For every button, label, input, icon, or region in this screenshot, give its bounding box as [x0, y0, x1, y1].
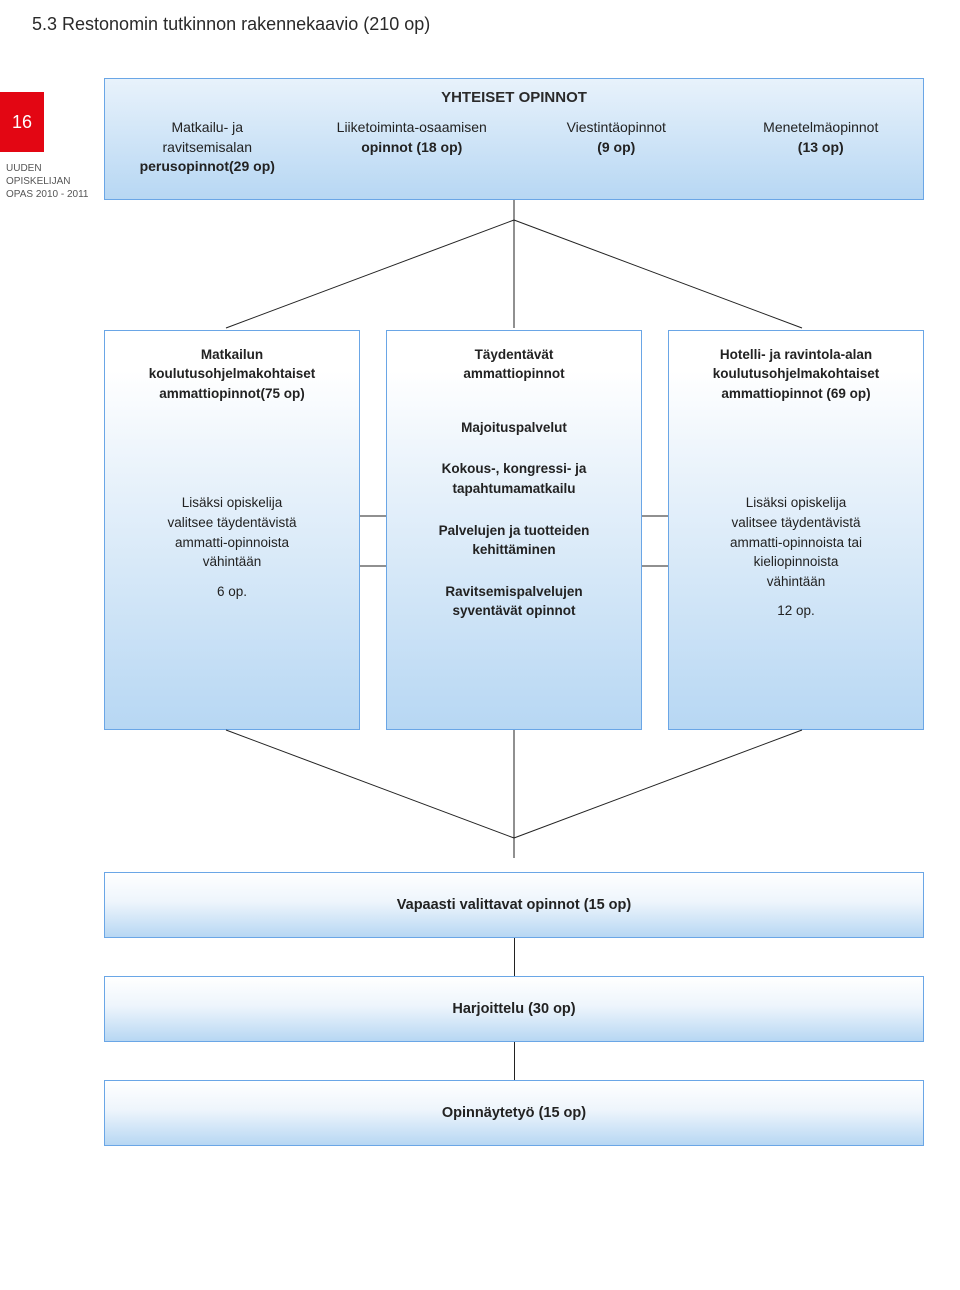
page-number-badge: 16	[0, 92, 44, 152]
sidebar-caption: UUDEN OPISKELIJAN OPAS 2010 - 2011	[6, 162, 88, 201]
text: tapahtumamatkailu	[399, 479, 629, 499]
text: Menetelmäopinnot	[727, 118, 916, 138]
text: Lisäksi opiskelija	[117, 493, 347, 513]
text: opinnot (18 op)	[318, 138, 507, 158]
text: valitsee täydentävistä	[681, 513, 911, 533]
top-heading: YHTEISET OPINNOT	[105, 89, 923, 106]
text: ammattiopinnot	[399, 364, 629, 384]
top-col-3: Viestintäopinnot (9 op)	[514, 118, 719, 177]
mid-box-left: Matkailun koulutusohjelmakohtaiset ammat…	[104, 330, 360, 730]
text: Liiketoiminta-osaamisen	[318, 118, 507, 138]
connector-line	[514, 938, 515, 976]
top-col-2: Liiketoiminta-osaamisen opinnot (18 op)	[310, 118, 515, 177]
text: 12 op.	[681, 601, 911, 621]
top-col-1: Matkailu- ja ravitsemisalan perusopinnot…	[105, 118, 310, 177]
page-title: 5.3 Restonomin tutkinnon rakennekaavio (…	[32, 14, 430, 35]
text: (13 op)	[727, 138, 916, 158]
text: kehittäminen	[399, 540, 629, 560]
top-block: YHTEISET OPINNOT Matkailu- ja ravitsemis…	[104, 78, 924, 200]
sidebar-line: OPAS 2010 - 2011	[6, 188, 88, 201]
text: Kokous-, kongressi- ja	[399, 459, 629, 479]
text: syventävät opinnot	[399, 601, 629, 621]
text: Ravitsemispalvelujen	[399, 582, 629, 602]
text: Palvelujen ja tuotteiden	[399, 521, 629, 541]
diagram-container: YHTEISET OPINNOT Matkailu- ja ravitsemis…	[104, 78, 924, 1146]
text: koulutusohjelmakohtaiset	[117, 364, 347, 384]
text: Täydentävät	[399, 345, 629, 365]
text: 6 op.	[117, 582, 347, 602]
mid-row: Matkailun koulutusohjelmakohtaiset ammat…	[104, 330, 924, 730]
bottom-box-1: Vapaasti valittavat opinnot (15 op)	[104, 872, 924, 938]
mid-box-right: Hotelli- ja ravintola-alan koulutusohjel…	[668, 330, 924, 730]
text: (9 op)	[522, 138, 711, 158]
text: ammatti-opinnoista tai	[681, 533, 911, 553]
text: koulutusohjelmakohtaiset	[681, 364, 911, 384]
text: valitsee täydentävistä	[117, 513, 347, 533]
text: perusopinnot(29 op)	[113, 157, 302, 177]
text: Lisäksi opiskelija	[681, 493, 911, 513]
text: Matkailu- ja	[113, 118, 302, 138]
mid-box-center: Täydentävät ammattiopinnot Majoituspalve…	[386, 330, 642, 730]
text: vähintään	[681, 572, 911, 592]
text: kieliopinnoista	[681, 552, 911, 572]
text: ammattiopinnot (69 op)	[681, 384, 911, 404]
top-col-4: Menetelmäopinnot (13 op)	[719, 118, 924, 177]
sidebar-line: UUDEN	[6, 162, 88, 175]
text: ammattiopinnot(75 op)	[117, 384, 347, 404]
connector-line	[514, 1042, 515, 1080]
sidebar-line: OPISKELIJAN	[6, 175, 88, 188]
text: Hotelli- ja ravintola-alan	[681, 345, 911, 365]
text: Matkailun	[117, 345, 347, 365]
text: Viestintäopinnot	[522, 118, 711, 138]
text: vähintään	[117, 552, 347, 572]
text: ammatti-opinnoista	[117, 533, 347, 553]
bottom-box-3: Opinnäytetyö (15 op)	[104, 1080, 924, 1146]
text: Majoituspalvelut	[399, 418, 629, 438]
bottom-box-2: Harjoittelu (30 op)	[104, 976, 924, 1042]
text: ravitsemisalan	[113, 138, 302, 158]
